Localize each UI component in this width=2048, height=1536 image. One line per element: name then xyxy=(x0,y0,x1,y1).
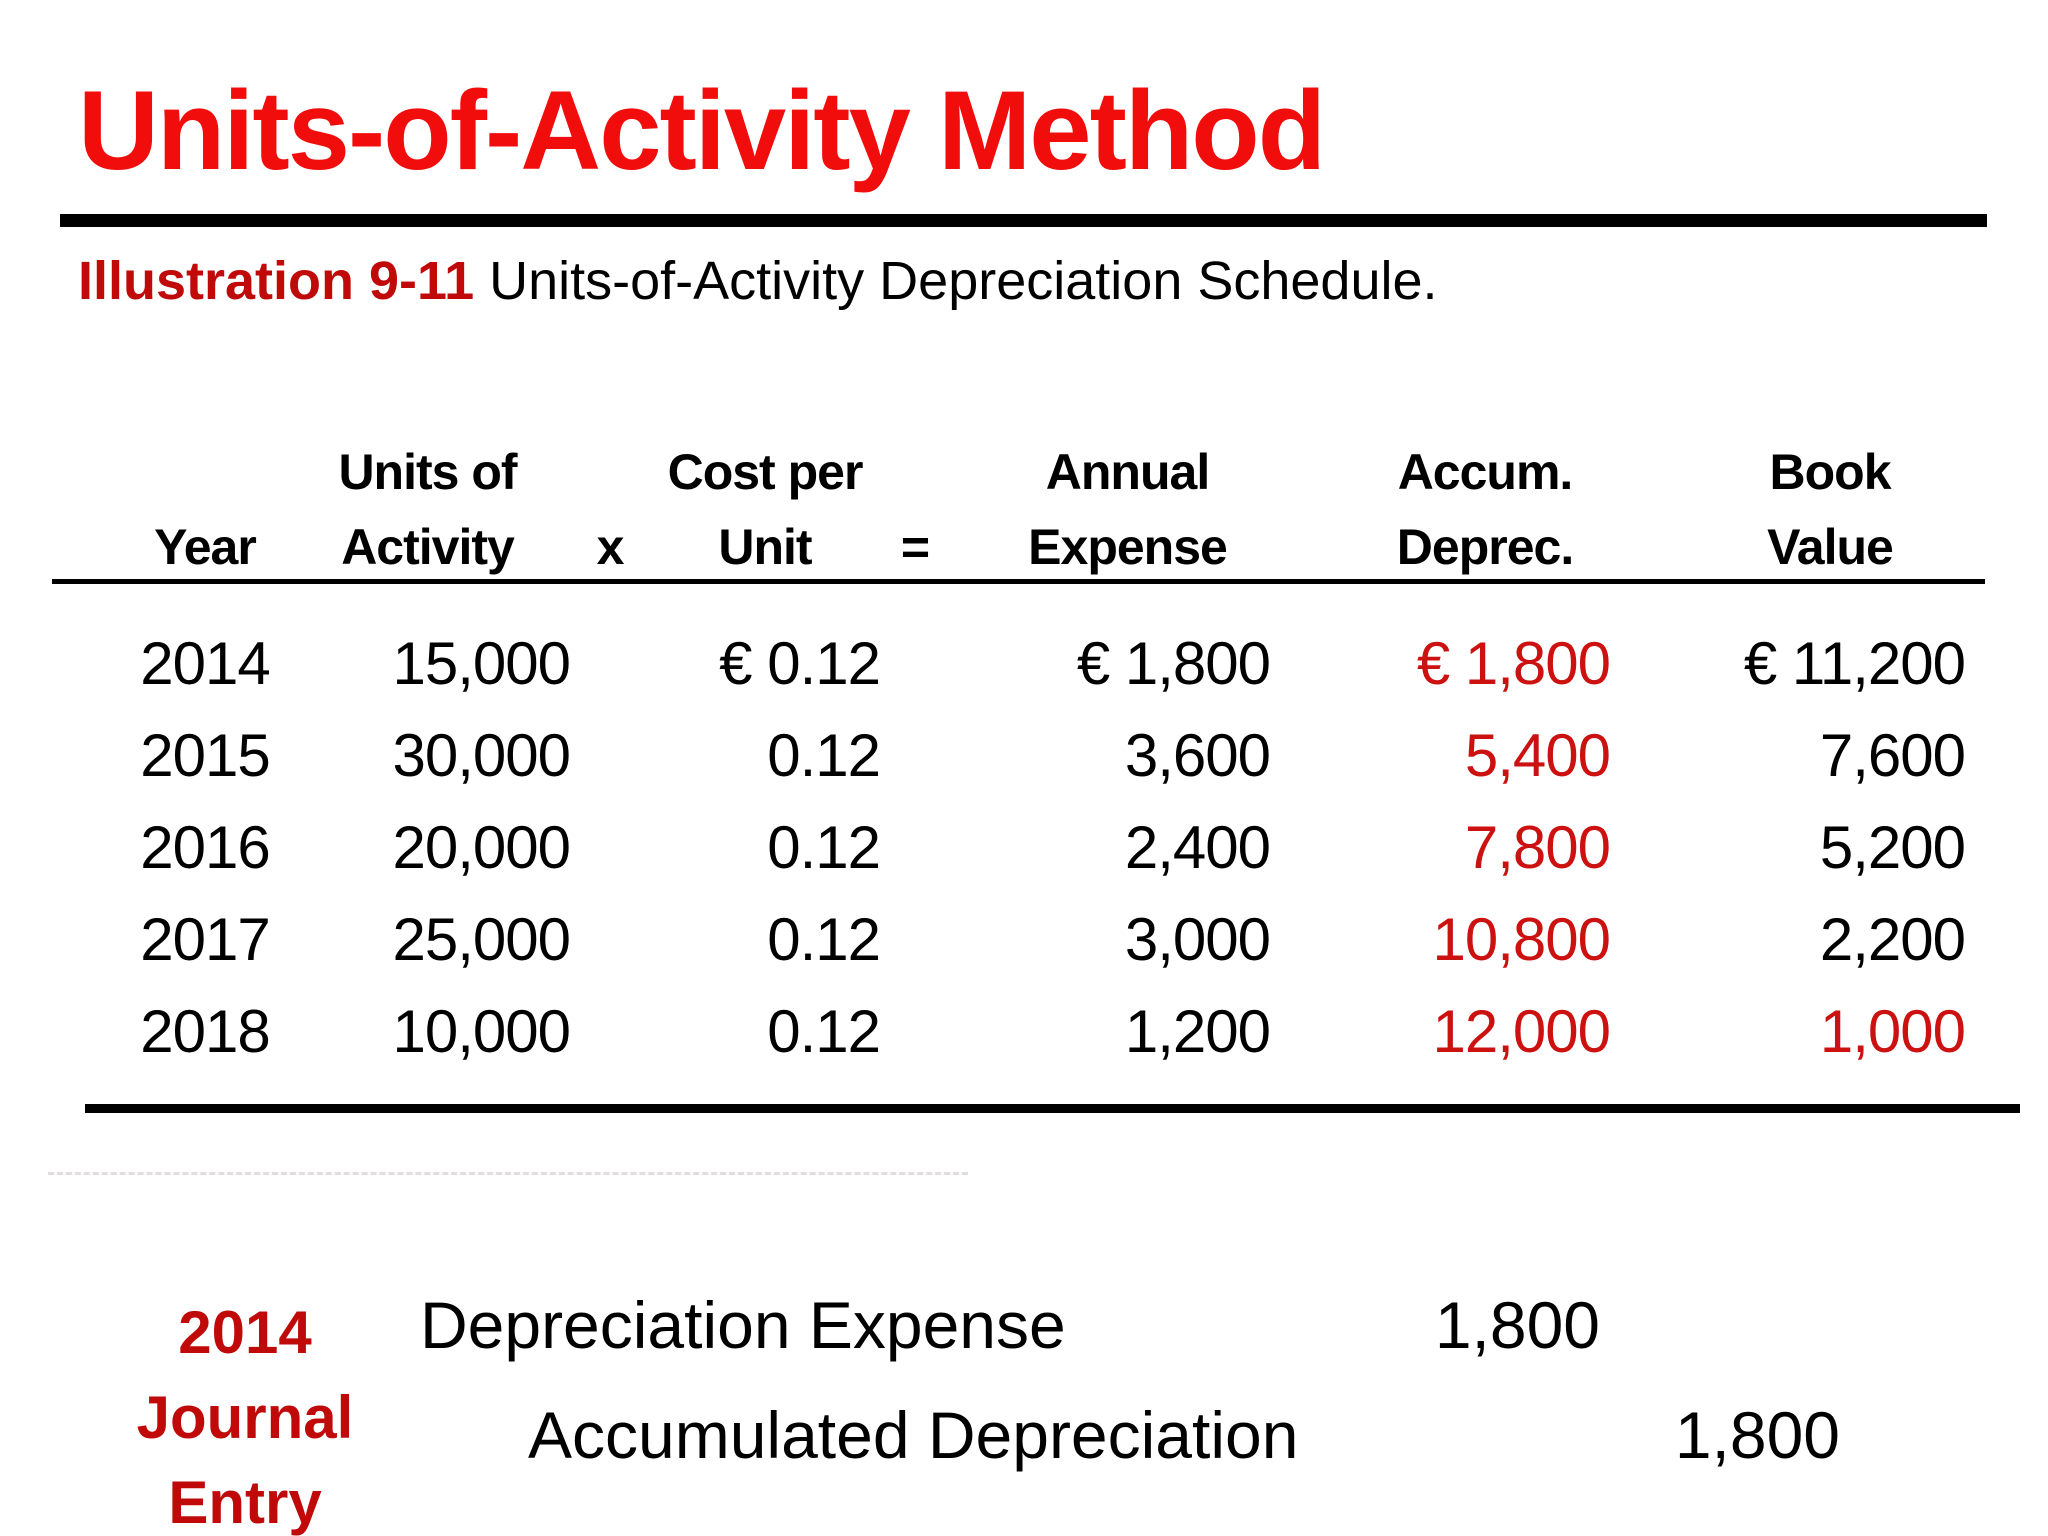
cell-book: 5,200 xyxy=(1819,814,1966,881)
header-divider xyxy=(52,579,1985,584)
column-header-cost-2: Unit xyxy=(718,519,812,575)
cell-accum: 10,800 xyxy=(1432,906,1611,973)
credit-account-name: Accumulated Depreciation xyxy=(528,1398,1299,1472)
cell-accum: 5,400 xyxy=(1464,722,1611,789)
journal-label-year: 2014 xyxy=(178,1299,312,1366)
illustration-text: Units-of-Activity Depreciation Schedule. xyxy=(474,251,1438,311)
debit-account-name: Depreciation Expense xyxy=(420,1288,1066,1362)
cell-annual: 3,000 xyxy=(1124,906,1271,973)
journal-entry-label: 2014 Journal Entry xyxy=(95,1290,395,1536)
column-header-annual-1: Annual xyxy=(1045,444,1210,500)
multiply-symbol: x xyxy=(596,519,625,575)
cell-units: 30,000 xyxy=(392,722,571,789)
column-header-book-2: Value xyxy=(1767,519,1894,575)
cell-book: 7,600 xyxy=(1819,722,1966,789)
cell-cost: 0.12 xyxy=(767,722,881,789)
table-row-2017: 2017 25,000 0.12 3,000 10,800 2,200 xyxy=(0,894,2048,986)
equals-symbol: = xyxy=(900,519,930,575)
table-header-row-1: Units of Cost per Annual Accum. Book xyxy=(0,443,2048,501)
column-header-units-2: Activity xyxy=(341,519,515,575)
cell-book: 2,200 xyxy=(1819,906,1966,973)
cell-year: 2018 xyxy=(140,998,270,1065)
column-header-units-1: Units of xyxy=(338,444,517,500)
table-row-2014: 2014 15,000 € 0.12 € 1,800 € 1,800 € 11,… xyxy=(0,618,2048,710)
credit-amount: 1,800 xyxy=(1674,1398,1840,1472)
cell-book: € 11,200 xyxy=(1743,630,1966,697)
illustration-label: Illustration 9-11 xyxy=(78,251,475,311)
journal-label-word1: Journal xyxy=(136,1384,354,1451)
table-header-row-2: Year Activity x Unit = Expense Deprec. V… xyxy=(0,518,2048,576)
cell-units: 10,000 xyxy=(392,998,571,1065)
table-body: 2014 15,000 € 0.12 € 1,800 € 1,800 € 11,… xyxy=(0,618,2048,1078)
cell-annual: € 1,800 xyxy=(1076,630,1271,697)
title-divider xyxy=(60,214,1987,227)
debit-amount: 1,800 xyxy=(1434,1288,1600,1362)
cell-accum: 12,000 xyxy=(1432,998,1611,1065)
cell-annual: 2,400 xyxy=(1124,814,1271,881)
table-row-2016: 2016 20,000 0.12 2,400 7,800 5,200 xyxy=(0,802,2048,894)
faint-dashed-line xyxy=(48,1172,968,1175)
cell-annual: 3,600 xyxy=(1124,722,1271,789)
cell-book: 1,000 xyxy=(1819,998,1966,1065)
cell-units: 25,000 xyxy=(392,906,571,973)
illustration-caption: Illustration 9-11 Units-of-Activity Depr… xyxy=(78,250,1438,312)
cell-year: 2015 xyxy=(140,722,270,789)
column-header-book-1: Book xyxy=(1769,444,1892,500)
journal-label-word2: Entry xyxy=(168,1469,322,1536)
cell-year: 2017 xyxy=(140,906,270,973)
cell-cost: 0.12 xyxy=(767,814,881,881)
cell-cost: 0.12 xyxy=(767,998,881,1065)
cell-annual: 1,200 xyxy=(1124,998,1271,1065)
cell-cost: € 0.12 xyxy=(719,630,881,697)
cell-units: 20,000 xyxy=(392,814,571,881)
table-row-2015: 2015 30,000 0.12 3,600 5,400 7,600 xyxy=(0,710,2048,802)
cell-year: 2014 xyxy=(140,630,270,697)
column-header-accum-2: Deprec. xyxy=(1396,519,1574,575)
cell-cost: 0.12 xyxy=(767,906,881,973)
column-header-cost-1: Cost per xyxy=(667,444,864,500)
cell-accum: 7,800 xyxy=(1464,814,1611,881)
column-header-annual-2: Expense xyxy=(1028,519,1228,575)
page-title: Units-of-Activity Method xyxy=(78,68,1326,193)
column-header-accum-1: Accum. xyxy=(1397,444,1574,500)
cell-units: 15,000 xyxy=(392,630,571,697)
column-header-year: Year xyxy=(154,519,257,575)
cell-accum: € 1,800 xyxy=(1416,630,1611,697)
table-bottom-divider xyxy=(85,1104,2020,1113)
cell-year: 2016 xyxy=(140,814,270,881)
table-row-2018: 2018 10,000 0.12 1,200 12,000 1,000 xyxy=(0,986,2048,1078)
